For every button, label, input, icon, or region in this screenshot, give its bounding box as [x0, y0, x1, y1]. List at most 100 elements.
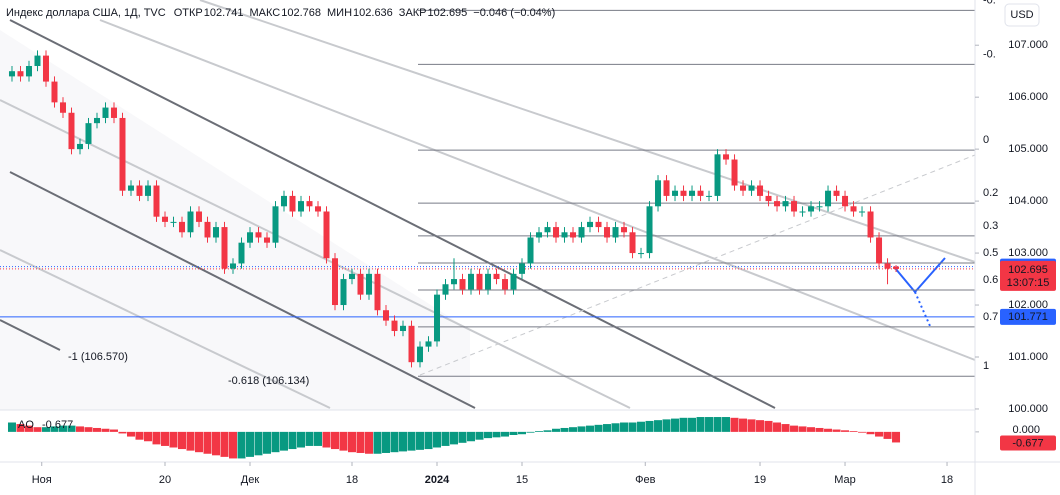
- ao-bar: [484, 431, 493, 439]
- x-tick-label: 18: [346, 474, 358, 486]
- currency-button[interactable]: [1004, 3, 1040, 27]
- candle-body: [706, 195, 713, 197]
- ao-bar: [560, 427, 569, 432]
- ao-bar: [858, 431, 867, 433]
- ao-bar: [305, 431, 314, 446]
- candle-body: [51, 81, 58, 103]
- ao-bar: [101, 428, 110, 432]
- candle-body: [604, 227, 611, 238]
- currency[interactable]: USD: [1010, 9, 1033, 21]
- ao-bar: [441, 431, 450, 446]
- y-tick-label: 101.000: [1008, 351, 1048, 363]
- candle-body: [536, 232, 543, 238]
- ao-bar: [569, 427, 578, 432]
- ao-bar: [798, 426, 807, 432]
- annotation: -0.618 (106.134): [228, 375, 309, 387]
- ohlc-label: ОТКР: [174, 7, 203, 19]
- ao-bar: [288, 431, 297, 450]
- ao-bar: [194, 431, 203, 453]
- y-tick-label: 107.000: [1008, 39, 1048, 51]
- candle-body: [119, 117, 126, 191]
- ao-bar: [603, 424, 612, 432]
- candle-body: [315, 206, 322, 212]
- candle-body: [127, 185, 134, 191]
- candle-body: [59, 102, 66, 113]
- candle-body: [553, 227, 560, 238]
- ao-bar: [773, 422, 782, 432]
- candle-body: [612, 227, 619, 238]
- candle-body: [867, 211, 874, 238]
- ao-bar: [365, 431, 374, 454]
- candle-body: [791, 201, 798, 212]
- ao-bar: [849, 431, 858, 432]
- channel-lines: [0, 0, 976, 409]
- candle-body: [493, 273, 500, 280]
- candle-body: [451, 279, 458, 285]
- ao-bar: [841, 430, 850, 432]
- candle-body: [850, 206, 857, 212]
- ao-bar: [279, 431, 288, 451]
- ao-bar: [152, 431, 161, 445]
- ao-bar: [67, 425, 76, 432]
- candle-body: [17, 71, 24, 77]
- candle-body: [570, 232, 577, 238]
- candle-body: [731, 159, 738, 186]
- ao-bar: [58, 425, 67, 432]
- candle-body: [408, 325, 415, 363]
- ao-bar: [475, 431, 484, 440]
- fib-label: 0: [983, 134, 989, 146]
- candle-body: [621, 227, 628, 233]
- ao-bar: [764, 420, 773, 432]
- axes: 100.000101.000102.000103.000104.000105.0…: [32, 39, 1056, 486]
- ao-bar: [611, 423, 620, 432]
- candle-body: [774, 201, 781, 207]
- candle-body: [332, 258, 339, 306]
- ao-bar: [75, 426, 84, 432]
- candle-body: [808, 206, 815, 212]
- ao-bar: [407, 431, 416, 451]
- ao-bar: [160, 431, 169, 446]
- candle-body: [587, 221, 594, 228]
- ao-tag-label: -0.677: [1012, 437, 1043, 449]
- ao-bar: [586, 425, 595, 432]
- candle-body: [655, 180, 662, 207]
- ao-bar: [169, 431, 178, 448]
- price-label: 102.695: [1008, 264, 1048, 276]
- ao-pane: AO -0.677 0.000-0.677: [7, 417, 1056, 459]
- candle-body: [93, 117, 100, 124]
- candle-body: [765, 195, 772, 202]
- candle-body: [349, 273, 356, 280]
- ao-bar: [815, 427, 824, 432]
- ohlc-value: 102.695: [428, 7, 468, 19]
- candle-body: [195, 211, 202, 222]
- ohlc-value: 102.636: [353, 7, 393, 19]
- ao-bar: [790, 425, 799, 432]
- candle-body: [638, 253, 645, 255]
- ao-bar: [866, 431, 875, 435]
- candle-body: [748, 185, 755, 191]
- ao-bar: [220, 431, 229, 457]
- ao-bar: [109, 429, 118, 432]
- y-tick-label: 105.000: [1008, 143, 1048, 155]
- candle-body: [144, 185, 151, 196]
- candle-body: [740, 185, 747, 191]
- ao-bar: [705, 417, 714, 432]
- candle-body: [340, 279, 347, 306]
- candle-body: [417, 346, 424, 363]
- candle-body: [476, 273, 483, 290]
- candle-body: [289, 195, 296, 212]
- candle-body: [825, 190, 832, 207]
- ao-bar: [577, 426, 586, 432]
- ao-bar: [739, 418, 748, 432]
- candle-body: [357, 273, 364, 295]
- candle-body: [68, 112, 75, 150]
- ao-bar: [696, 417, 705, 432]
- channel-line: [0, 249, 331, 409]
- fib-label: 0.3: [983, 220, 998, 232]
- fib-levels: -0. -0. 0 0.2 0.3 0.5 0.6 0.7 1 -1 (106.570) -0.61…: [0, 0, 998, 387]
- channel-line: [99, 19, 976, 361]
- ao-tick-label: 0.000: [1012, 424, 1040, 436]
- ao-bar: [883, 431, 892, 439]
- candle-body: [782, 201, 789, 207]
- projection: [914, 291, 931, 327]
